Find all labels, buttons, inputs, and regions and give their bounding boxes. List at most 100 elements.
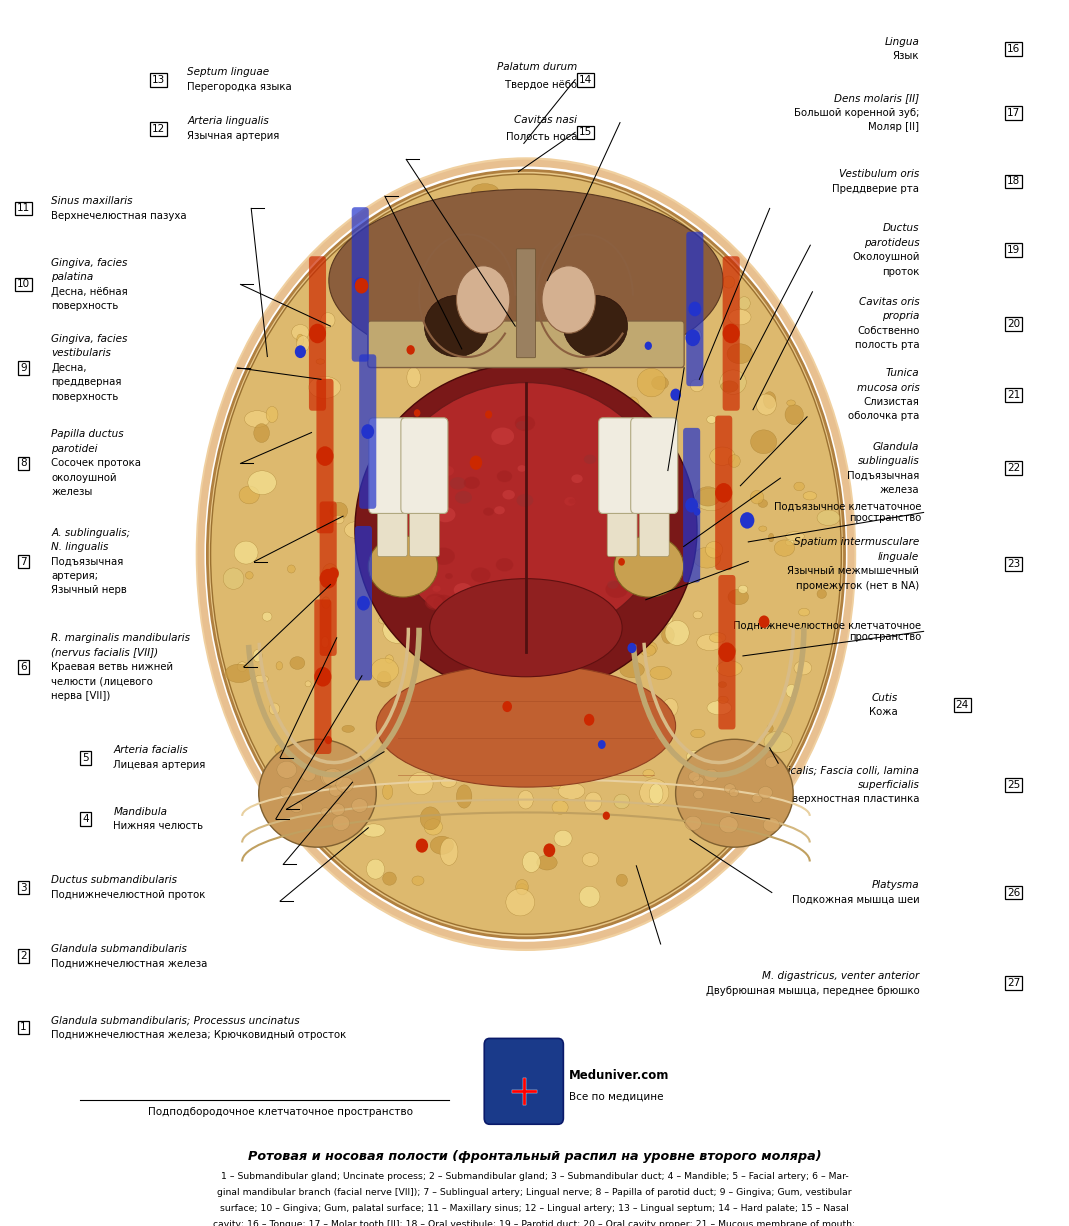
Text: поверхность: поверхность bbox=[51, 392, 119, 402]
FancyBboxPatch shape bbox=[316, 379, 334, 533]
Text: Ductus: Ductus bbox=[883, 223, 919, 233]
Ellipse shape bbox=[447, 682, 462, 701]
Ellipse shape bbox=[396, 716, 408, 729]
Text: железа: железа bbox=[880, 485, 919, 495]
Text: Большой коренной зуб;: Большой коренной зуб; bbox=[794, 108, 919, 118]
Ellipse shape bbox=[642, 538, 661, 562]
Ellipse shape bbox=[729, 309, 752, 325]
Ellipse shape bbox=[724, 783, 735, 793]
Ellipse shape bbox=[584, 455, 597, 465]
Circle shape bbox=[354, 277, 367, 292]
Ellipse shape bbox=[704, 769, 718, 781]
Circle shape bbox=[718, 642, 735, 662]
Ellipse shape bbox=[455, 490, 472, 504]
Ellipse shape bbox=[607, 685, 632, 701]
Text: Лицевая артерия: Лицевая артерия bbox=[113, 760, 205, 770]
Text: Подъязычное клетчаточное
пространство: Подъязычное клетчаточное пространство bbox=[774, 501, 921, 524]
Text: 20: 20 bbox=[1007, 319, 1020, 329]
Ellipse shape bbox=[259, 739, 376, 847]
Text: Поднижнечелюстная железа; Крючковидный отросток: Поднижнечелюстная железа; Крючковидный о… bbox=[51, 1030, 346, 1040]
Ellipse shape bbox=[418, 332, 443, 360]
Circle shape bbox=[316, 446, 334, 466]
Ellipse shape bbox=[237, 662, 247, 672]
Ellipse shape bbox=[552, 749, 566, 756]
Ellipse shape bbox=[332, 515, 344, 524]
Ellipse shape bbox=[563, 295, 628, 357]
Ellipse shape bbox=[370, 595, 382, 606]
Ellipse shape bbox=[697, 634, 723, 651]
Ellipse shape bbox=[424, 819, 443, 835]
Ellipse shape bbox=[363, 237, 374, 245]
Ellipse shape bbox=[412, 316, 437, 330]
Text: 27: 27 bbox=[1007, 978, 1020, 988]
Ellipse shape bbox=[506, 889, 534, 916]
Text: Десна,: Десна, bbox=[51, 363, 87, 373]
Text: 17: 17 bbox=[1007, 108, 1020, 118]
Text: 18: 18 bbox=[1007, 177, 1020, 186]
Ellipse shape bbox=[510, 525, 531, 544]
Ellipse shape bbox=[723, 276, 734, 288]
Ellipse shape bbox=[211, 174, 841, 934]
Ellipse shape bbox=[691, 729, 706, 738]
Ellipse shape bbox=[564, 497, 576, 506]
Text: vestibularis: vestibularis bbox=[51, 348, 111, 358]
Ellipse shape bbox=[721, 381, 738, 392]
Text: 10: 10 bbox=[17, 280, 30, 289]
Text: Твердое нёбо: Твердое нёбо bbox=[506, 80, 577, 89]
Ellipse shape bbox=[324, 750, 331, 755]
Ellipse shape bbox=[448, 553, 455, 559]
Ellipse shape bbox=[412, 642, 435, 657]
Ellipse shape bbox=[464, 477, 480, 489]
Ellipse shape bbox=[758, 499, 768, 508]
Ellipse shape bbox=[500, 579, 509, 586]
Ellipse shape bbox=[253, 650, 262, 662]
Circle shape bbox=[603, 812, 610, 820]
Ellipse shape bbox=[452, 208, 480, 232]
Text: промежуток (нет в NA): промежуток (нет в NA) bbox=[796, 581, 919, 591]
Ellipse shape bbox=[368, 569, 386, 587]
Ellipse shape bbox=[718, 682, 727, 688]
Ellipse shape bbox=[580, 365, 587, 371]
Text: propria: propria bbox=[882, 311, 919, 321]
Circle shape bbox=[295, 346, 306, 358]
Ellipse shape bbox=[316, 359, 325, 364]
Ellipse shape bbox=[693, 548, 721, 568]
Ellipse shape bbox=[280, 787, 293, 798]
Text: Собственно: Собственно bbox=[857, 326, 919, 336]
Ellipse shape bbox=[496, 558, 513, 571]
Ellipse shape bbox=[367, 859, 385, 879]
Text: челюсти (лицевого: челюсти (лицевого bbox=[51, 677, 153, 687]
Text: Cutis: Cutis bbox=[871, 693, 898, 702]
Text: Papilla ductus: Papilla ductus bbox=[51, 429, 124, 439]
Ellipse shape bbox=[388, 246, 400, 262]
Text: Palatum durum: Palatum durum bbox=[497, 63, 577, 72]
Ellipse shape bbox=[710, 759, 728, 780]
Ellipse shape bbox=[644, 212, 669, 234]
Ellipse shape bbox=[492, 428, 514, 445]
FancyBboxPatch shape bbox=[631, 418, 678, 514]
Ellipse shape bbox=[385, 655, 393, 663]
Ellipse shape bbox=[406, 468, 418, 477]
Circle shape bbox=[328, 568, 339, 580]
Ellipse shape bbox=[432, 456, 439, 462]
FancyBboxPatch shape bbox=[320, 501, 337, 656]
Ellipse shape bbox=[727, 343, 753, 364]
Ellipse shape bbox=[322, 636, 329, 647]
Circle shape bbox=[357, 596, 370, 611]
Ellipse shape bbox=[707, 701, 731, 715]
Ellipse shape bbox=[568, 222, 585, 237]
Ellipse shape bbox=[646, 617, 664, 636]
Ellipse shape bbox=[518, 791, 533, 809]
Text: Сосочек протока: Сосочек протока bbox=[51, 459, 141, 468]
Text: Перегородка языка: Перегородка языка bbox=[187, 82, 292, 92]
Ellipse shape bbox=[764, 731, 792, 753]
Text: 4: 4 bbox=[82, 814, 89, 824]
Ellipse shape bbox=[521, 655, 540, 672]
Text: 7: 7 bbox=[20, 557, 27, 566]
Ellipse shape bbox=[433, 586, 440, 592]
Ellipse shape bbox=[604, 498, 621, 510]
Ellipse shape bbox=[501, 516, 525, 535]
Ellipse shape bbox=[490, 544, 508, 558]
Ellipse shape bbox=[676, 739, 793, 847]
FancyBboxPatch shape bbox=[639, 478, 669, 557]
